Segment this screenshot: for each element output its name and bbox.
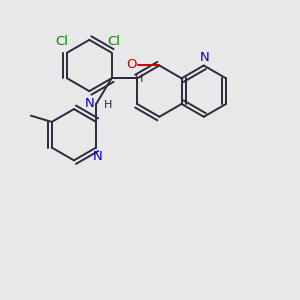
Text: N: N [85,98,95,110]
Text: H: H [104,100,113,110]
Text: N: N [92,150,102,163]
Text: N: N [200,51,210,64]
Text: O: O [126,58,136,71]
Text: H: H [135,74,143,84]
Text: Cl: Cl [55,35,68,48]
Text: Cl: Cl [107,35,120,48]
